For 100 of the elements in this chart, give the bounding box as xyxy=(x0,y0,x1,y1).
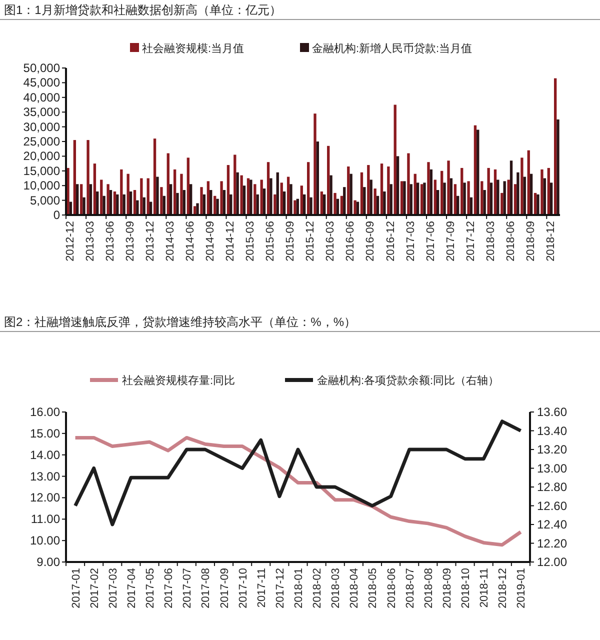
bar xyxy=(93,164,96,215)
bar xyxy=(86,140,90,215)
bar xyxy=(240,175,243,215)
x-tick-label: 2014-03 xyxy=(164,221,176,262)
y-tick-label: 13.00 xyxy=(30,469,60,484)
bar xyxy=(246,178,250,215)
bar xyxy=(262,188,266,215)
bar xyxy=(106,184,110,215)
bar xyxy=(410,184,412,215)
x-tick-label: 2012-12 xyxy=(64,221,76,262)
bar xyxy=(460,168,464,215)
x-tick-label: 2014-12 xyxy=(224,221,237,262)
bar xyxy=(274,194,276,215)
bar xyxy=(270,178,272,215)
x-tick-label: 2013-12 xyxy=(144,221,156,262)
bar xyxy=(360,172,364,215)
bar xyxy=(496,180,500,215)
bar xyxy=(400,181,404,215)
bar xyxy=(236,172,239,215)
y2-tick-label: 12.40 xyxy=(537,518,568,532)
x-tick-label: 2017-11 xyxy=(256,568,268,608)
x-tick-label: 2017-05 xyxy=(144,568,157,608)
bar xyxy=(436,190,440,215)
bar xyxy=(527,150,530,215)
x-tick-label: 2017-03 xyxy=(107,568,120,608)
bar xyxy=(387,166,390,215)
bar xyxy=(254,184,256,215)
bar xyxy=(450,178,453,215)
x-tick-label: 2018-07 xyxy=(404,568,416,608)
bar xyxy=(427,162,430,215)
bar xyxy=(182,190,186,215)
y-tick-label: 15.00 xyxy=(30,426,60,440)
x-tick-label: 2018-02 xyxy=(312,568,324,608)
x-tick-label: 2015-09 xyxy=(284,221,297,262)
x-tick-label: 2018-03 xyxy=(330,568,342,608)
bar xyxy=(423,182,426,215)
bar xyxy=(403,181,406,215)
bar xyxy=(80,184,83,215)
y-tick-label: 10.00 xyxy=(30,534,60,548)
y-tick-label: 20,000 xyxy=(23,149,60,164)
bar xyxy=(554,78,557,215)
y-tick-label: 16.00 xyxy=(30,405,60,419)
bar xyxy=(394,104,396,215)
bar xyxy=(483,190,486,215)
y-tick-label: 25,000 xyxy=(23,134,60,148)
x-tick-label: 2018-11 xyxy=(478,568,491,608)
bar xyxy=(316,142,320,215)
bar xyxy=(347,166,350,215)
y-tick-label: 12.00 xyxy=(30,490,60,505)
bar xyxy=(523,176,526,215)
y-tick-label: 11.00 xyxy=(30,512,60,526)
bar xyxy=(383,191,386,215)
bar xyxy=(550,182,553,215)
bar xyxy=(169,184,172,215)
x-tick-label: 2017-03 xyxy=(404,221,417,262)
bar xyxy=(280,182,283,215)
y-tick-label: 50,000 xyxy=(23,61,60,75)
bar xyxy=(136,200,139,215)
bar xyxy=(153,138,156,215)
bar xyxy=(294,200,296,215)
bar xyxy=(173,169,176,215)
bar xyxy=(76,184,79,215)
y2-tick-label: 12.60 xyxy=(537,498,568,513)
x-tick-label: 2014-06 xyxy=(184,221,196,262)
bar xyxy=(234,154,236,215)
legend-label: 金融机构:新增人民币贷款:当月值 xyxy=(312,42,472,55)
line-series xyxy=(74,436,522,547)
bar xyxy=(440,170,444,215)
bar xyxy=(330,175,332,215)
y-tick-label: 10,000 xyxy=(23,178,60,193)
bar xyxy=(250,180,252,215)
bar xyxy=(126,174,130,215)
bar xyxy=(350,174,352,215)
bar xyxy=(320,191,324,215)
x-tick-label: 2017-04 xyxy=(126,568,138,608)
x-tick-label: 2013-06 xyxy=(104,221,116,262)
x-tick-label: 2018-06 xyxy=(386,568,398,608)
bar xyxy=(140,178,143,215)
bar xyxy=(310,197,312,215)
y2-tick-label: 12.00 xyxy=(537,555,568,569)
x-tick-label: 2017-01 xyxy=(70,568,82,608)
x-tick-label: 2016-12 xyxy=(384,221,397,262)
bar xyxy=(186,158,190,215)
bar xyxy=(374,188,376,215)
bar xyxy=(380,164,384,215)
x-tick-label: 2015-06 xyxy=(264,221,277,262)
bar xyxy=(343,187,346,215)
x-tick-label: 2018-01 xyxy=(293,568,305,608)
bar xyxy=(109,190,112,215)
y2-tick-label: 13.40 xyxy=(537,424,568,438)
y-tick-label: 5,000 xyxy=(30,193,60,208)
bar xyxy=(176,192,179,215)
bar xyxy=(367,165,370,215)
y-tick-label: 9.00 xyxy=(36,555,60,569)
y-tick-label: 15,000 xyxy=(23,164,60,178)
bar xyxy=(447,160,450,215)
bar xyxy=(510,160,513,215)
bar xyxy=(210,190,212,215)
bar xyxy=(314,114,316,215)
bar xyxy=(120,169,123,215)
